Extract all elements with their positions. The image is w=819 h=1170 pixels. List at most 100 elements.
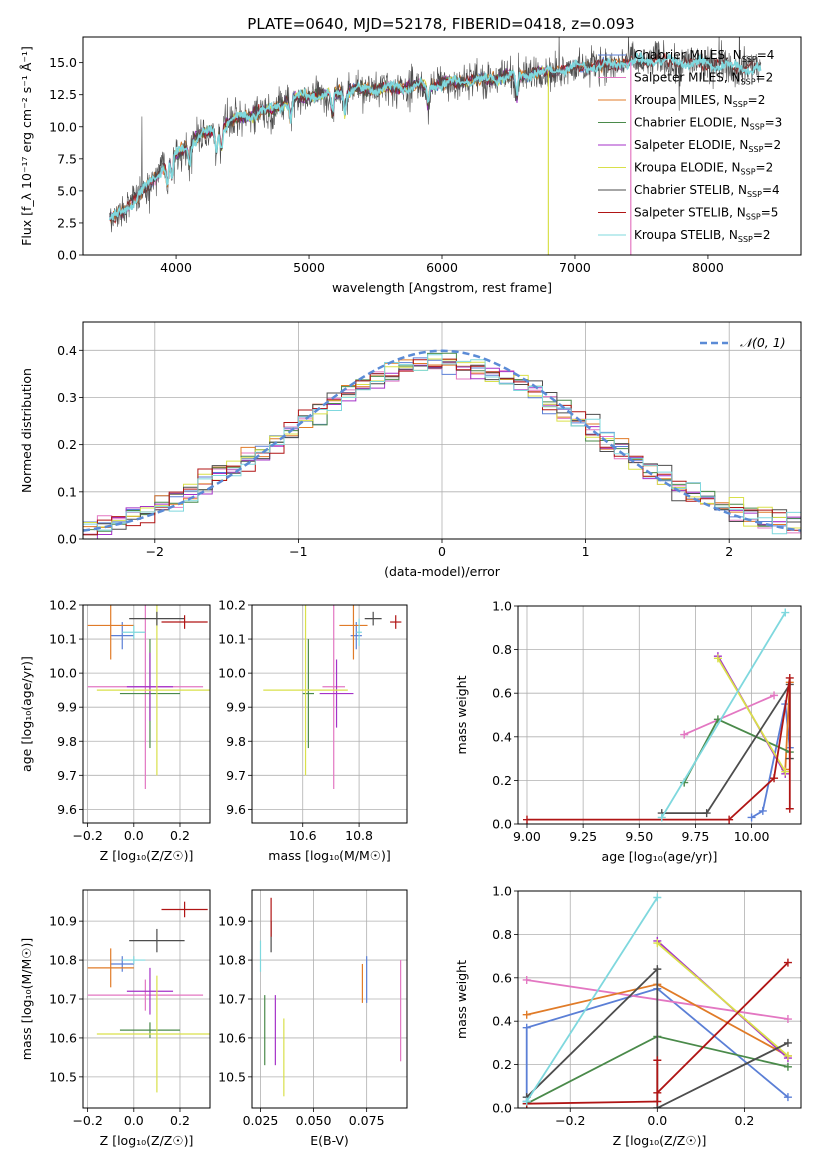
plot-area bbox=[83, 349, 801, 539]
y-tick-label: 10.0 bbox=[218, 666, 246, 681]
y-tick-label: 10.5 bbox=[218, 1069, 246, 1084]
legend-tail: =2 bbox=[748, 93, 766, 107]
weight-marker-salpeter_stelib bbox=[725, 815, 734, 824]
weight-marker-salpeter_miles bbox=[783, 1015, 792, 1024]
y-tick-label: 10.6 bbox=[218, 1030, 246, 1045]
legend-sub: SSP bbox=[738, 235, 753, 244]
y-axis-label: mass weight bbox=[454, 960, 469, 1039]
weight-marker-kroupa_elodie bbox=[713, 654, 722, 663]
y-axis-label: mass [log₁₀(M/M☉)] bbox=[19, 938, 34, 1060]
y-tick-label: 2.5 bbox=[57, 215, 77, 230]
panel-mass_weight_vs_age: 9.00 9.25 9.50 9.75 10.00 0.0 0.2 0.4 0.6 0.8 1.0 a… bbox=[454, 599, 802, 864]
legend-tail: =2 bbox=[763, 138, 781, 152]
legend-sub: SSP bbox=[748, 145, 763, 154]
weight-marker-chabrier_stelib bbox=[653, 965, 662, 974]
x-tick-label: 0.0 bbox=[647, 1113, 667, 1128]
x-tick-label: 9.50 bbox=[625, 829, 653, 844]
weight-marker-chabrier_stelib bbox=[702, 809, 711, 818]
legend-tail: =5 bbox=[761, 206, 779, 220]
y-tick-label: 9.9 bbox=[226, 700, 246, 715]
legend-label-kroupa_stelib: Kroupa STELIB, NSSP=2 bbox=[634, 228, 771, 244]
y-tick-label: 10.1 bbox=[49, 632, 77, 647]
y-tick-label: 0.4 bbox=[57, 343, 77, 358]
legend-text: Chabrier ELODIE, N bbox=[634, 116, 750, 130]
weight-line-chabrier_miles bbox=[525, 987, 789, 1102]
legend-label-kroupa_elodie: Kroupa ELODIE, NSSP=2 bbox=[634, 161, 773, 177]
weight-marker-kroupa_stelib bbox=[653, 893, 662, 902]
x-tick-label: 0.050 bbox=[296, 1113, 332, 1128]
panel-mass_vs_ebv: 0.025 0.050 0.075 10.5 10.6 10.7 10.8 10.9 E(B-V… bbox=[218, 889, 408, 1148]
legend-tail: =2 bbox=[756, 161, 774, 175]
y-tick-label: 7.5 bbox=[57, 151, 77, 166]
x-tick-label: 9.00 bbox=[513, 829, 541, 844]
weight-marker-kroupa_elodie bbox=[781, 767, 790, 776]
weight-marker-kroupa_stelib bbox=[657, 813, 666, 822]
weight-marker-salpeter_stelib bbox=[522, 815, 531, 824]
panel-age_vs_mass: 10.6 10.8 9.6 9.7 9.8 9.9 10.0 10.1 10.2 mass [lo… bbox=[218, 598, 408, 863]
weight-marker-kroupa_elodie bbox=[653, 939, 662, 948]
y-tick-label: 0.2 bbox=[492, 1057, 512, 1072]
x-tick-label: 6000 bbox=[426, 260, 458, 275]
weight-marker-salpeter_miles bbox=[522, 975, 531, 984]
x-tick-label: 5000 bbox=[293, 260, 325, 275]
y-tick-label: 0.2 bbox=[57, 437, 77, 452]
weight-marker-chabrier_stelib bbox=[783, 1038, 792, 1047]
legend-label-salpeter_stelib: Salpeter STELIB, NSSP=5 bbox=[634, 206, 778, 222]
x-tick-label: 10.00 bbox=[734, 829, 770, 844]
y-tick-label: 0.4 bbox=[492, 729, 512, 744]
y-tick-label: 1.0 bbox=[492, 884, 512, 899]
weight-marker-chabrier_elodie bbox=[783, 1062, 792, 1071]
legend-text: Salpeter STELIB, N bbox=[634, 206, 746, 220]
x-tick-label: 0.2 bbox=[170, 828, 190, 843]
y-tick-label: 10.7 bbox=[49, 992, 77, 1007]
panels-layer: 4000 5000 6000 7000 80000.02.55.07.510.012.5… bbox=[19, 36, 802, 1148]
y-tick-label: 10.8 bbox=[49, 953, 77, 968]
weight-marker-salpeter_stelib bbox=[783, 958, 792, 967]
legend-sub: SSP bbox=[750, 123, 765, 132]
x-tick-label: −0.2 bbox=[72, 828, 102, 843]
axes-frame bbox=[82, 604, 211, 824]
y-tick-label: 9.6 bbox=[57, 802, 77, 817]
legend-text: Kroupa STELIB, N bbox=[634, 228, 738, 242]
y-tick-label: 9.8 bbox=[226, 734, 246, 749]
plot-area bbox=[522, 893, 792, 1108]
x-tick-label: 1 bbox=[582, 544, 590, 559]
y-tick-label: 10.8 bbox=[218, 953, 246, 968]
y-tick-label: 0.2 bbox=[492, 773, 512, 788]
y-tick-label: 10.2 bbox=[49, 598, 77, 613]
y-tick-label: 10.6 bbox=[49, 1030, 77, 1045]
y-tick-label: 0.8 bbox=[492, 642, 512, 657]
weight-line-kroupa_elodie bbox=[656, 942, 789, 1057]
y-tick-label: 0.8 bbox=[492, 927, 512, 942]
x-tick-label: 0.0 bbox=[124, 1113, 144, 1128]
y-tick-label: 0.6 bbox=[492, 970, 512, 985]
x-tick-label: 9.25 bbox=[569, 829, 597, 844]
weight-marker-salpeter_stelib bbox=[770, 774, 779, 783]
weight-marker-kroupa_miles bbox=[522, 1010, 531, 1019]
legend-sub: SSP bbox=[741, 168, 756, 177]
x-tick-label: 0 bbox=[438, 544, 446, 559]
weight-line-kroupa_stelib bbox=[525, 897, 659, 1102]
x-tick-label: 2 bbox=[725, 544, 733, 559]
y-tick-label: 10.1 bbox=[218, 632, 246, 647]
y-tick-label: 0.3 bbox=[57, 390, 77, 405]
legend-sub: SSP bbox=[741, 78, 756, 87]
x-tick-label: −2 bbox=[146, 544, 164, 559]
x-tick-label: 0.2 bbox=[170, 1113, 190, 1128]
weight-marker-kroupa_stelib bbox=[522, 1097, 531, 1106]
weight-line-kroupa_stelib bbox=[660, 612, 787, 818]
x-axis-label: Z [log₁₀(Z/Z☉)] bbox=[613, 1133, 707, 1148]
legend-text: Kroupa ELODIE, N bbox=[634, 161, 741, 175]
weight-marker-kroupa_elodie bbox=[783, 1051, 792, 1060]
weight-marker-salpeter_stelib bbox=[653, 1088, 662, 1097]
legend-label-chabrier_elodie: Chabrier ELODIE, NSSP=3 bbox=[634, 116, 782, 132]
legend-tail: =4 bbox=[757, 48, 775, 62]
legend-tail: =3 bbox=[765, 116, 783, 130]
plot-area bbox=[87, 901, 210, 1093]
x-tick-label: 0.0 bbox=[124, 828, 144, 843]
plot-area bbox=[263, 605, 402, 789]
legend-text: Chabrier STELIB, N bbox=[634, 183, 747, 197]
x-tick-label: 0.2 bbox=[734, 1113, 754, 1128]
weight-line-kroupa_elodie bbox=[717, 657, 787, 773]
x-tick-label: 10.6 bbox=[289, 828, 317, 843]
